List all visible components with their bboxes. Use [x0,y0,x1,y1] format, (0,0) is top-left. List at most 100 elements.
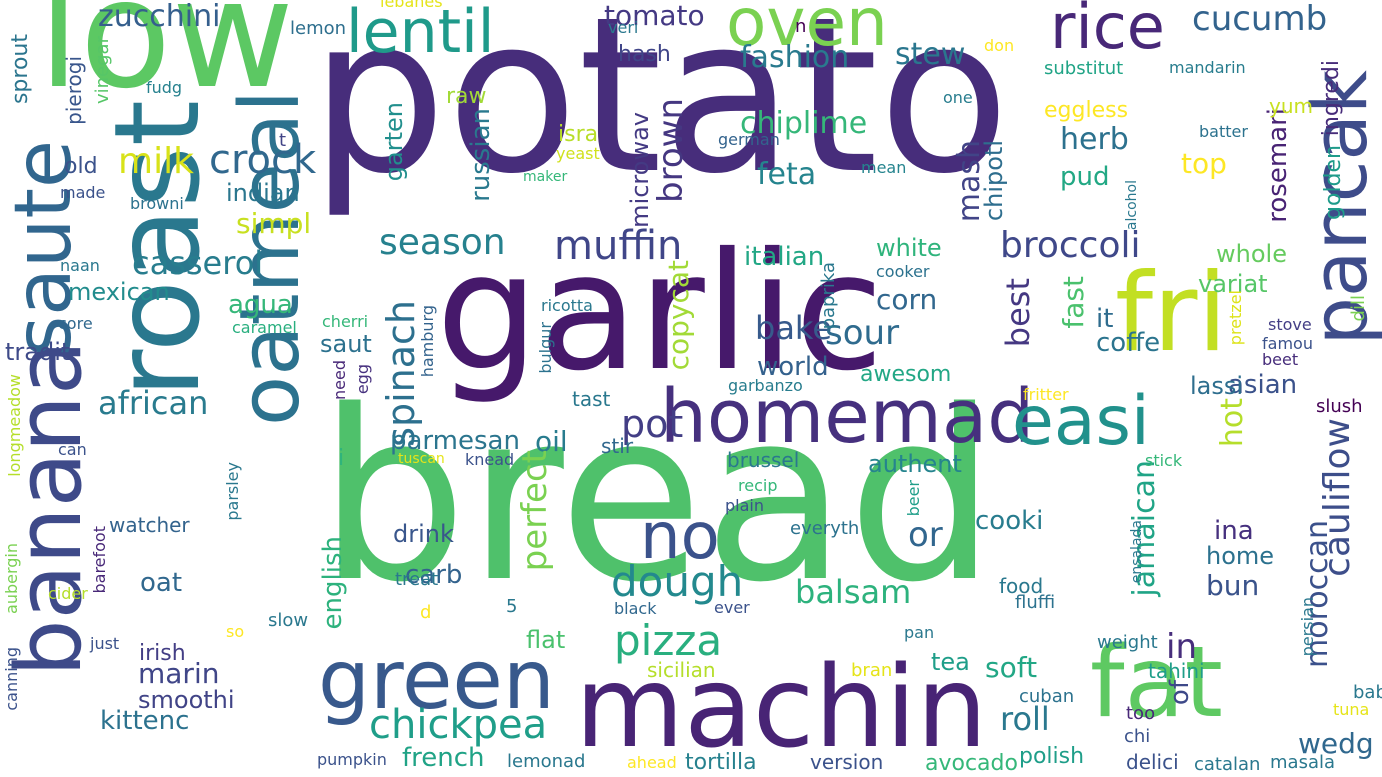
word-made: made [60,183,106,202]
word-cuban: cuban [1019,686,1075,707]
word-saut: saut [320,330,372,358]
word-bulgur: bulgur [536,322,555,374]
word-mexican: mexican [68,278,170,306]
word-top: top [1181,147,1227,180]
word-copycat: copycat [662,260,695,371]
word-broccoli: broccoli [1000,225,1141,266]
word-garlic: garlic [436,219,884,407]
word-fluffi: fluffi [1015,592,1056,613]
word-hash: hash [618,42,671,67]
word-of: of [1165,680,1195,706]
word-aubergin: aubergin [2,543,21,614]
word-low: low [38,0,295,122]
word-or: or [908,515,943,555]
word-yeast: yeast [556,144,600,163]
word-so: so [226,622,245,641]
word-tortilla: tortilla [685,750,757,775]
word-masala: masala [1270,752,1336,773]
word-fritter: fritter [1023,385,1069,404]
word-golden: golden [1321,145,1346,220]
word-isra: isra [558,122,599,147]
word-hot: hot [1215,398,1250,448]
word-treat: treat [395,569,439,590]
word-rosemari: rosemari [1263,108,1293,223]
word-tea: tea [931,648,970,676]
word-oil: oil [535,425,568,458]
word-pretzel: pretzel [1226,290,1245,346]
word-herb: herb [1060,122,1129,157]
word-machin: machin [575,643,988,773]
word-vinegar: vinegar [92,36,113,104]
word-one: one [943,88,973,107]
word-cherri: cherri [322,312,369,331]
word-knead: knead [465,450,515,469]
word-d: d [420,602,432,623]
word-perfect: perfect [515,450,555,572]
word-too: too [1126,703,1156,724]
word-cooki: cooki [975,506,1044,536]
word-fri: fri [1115,251,1228,376]
word-tast: tast [572,387,611,411]
word-bun: bun [1206,569,1260,602]
word-weight: weight [1097,632,1158,653]
word-no: no [640,500,720,574]
word-food: food [999,574,1044,598]
word-it: it [1096,304,1114,334]
word-chi: chi [1124,726,1151,747]
word-canning: canning [2,647,21,711]
word-awesom: awesom [860,362,952,387]
word-ingredi: ingredi [1319,60,1344,137]
word-soft: soft [985,651,1038,684]
word-tradit: tradit [5,338,71,366]
word-carb: carb [405,560,463,590]
word-rice: rice [1050,0,1165,63]
word-polish: polish [1019,744,1085,769]
word-substitut: substitut [1044,58,1124,79]
word-fat: fat [1090,626,1223,740]
word-pizza: pizza [614,616,723,665]
word-german: german [718,130,780,149]
word-roll: roll [1000,700,1050,738]
word-in: in [1166,627,1197,667]
word-don: don [984,36,1015,55]
word-just: just [90,634,120,653]
word-asian: asian [1228,370,1298,400]
word-stove: stove [1268,315,1312,334]
word-pot: pot [621,402,684,446]
word-balsam: balsam [795,573,912,611]
word-easi: easi [1012,382,1150,461]
word-season: season [379,222,506,263]
word-hamburg: hamburg [418,305,437,378]
word-dill: dill [1348,295,1369,322]
word-oven: oven [726,0,888,61]
word-zucchini: zucchini [98,0,221,34]
word-tuscan: tuscan [398,451,445,467]
word-russian: russian [466,108,496,202]
word-garbanzo: garbanzo [728,376,803,395]
word-need: need [330,360,349,400]
word-world: world [757,352,829,382]
word-italian: italian [744,242,825,272]
word-barefoot: barefoot [90,526,109,594]
word-t: t [279,130,287,151]
word-bread: bread [318,361,997,634]
word-catalan: catalan [1194,754,1261,775]
word-garten: garten [380,102,408,182]
word-slush: slush [1316,396,1363,417]
word-lebanes: lebanes [380,0,443,11]
word-crock: crock [209,137,317,183]
word-version: version [810,750,884,774]
word-indian: indian [226,179,300,207]
word-sprout: sprout [8,34,33,105]
word-mean: mean [861,158,907,177]
word-eggless: eggless [1044,98,1129,123]
word-parmesan: parmesan [390,426,520,456]
word-plain: plain [725,496,764,515]
word-beer: beer [904,480,923,517]
word-chipotl: chipotl [980,140,1008,222]
word-ever: ever [714,598,750,617]
word-lentil: lentil [346,0,495,67]
word-ensalada: ensalada [1129,520,1145,584]
word-ina: ina [1214,516,1254,546]
